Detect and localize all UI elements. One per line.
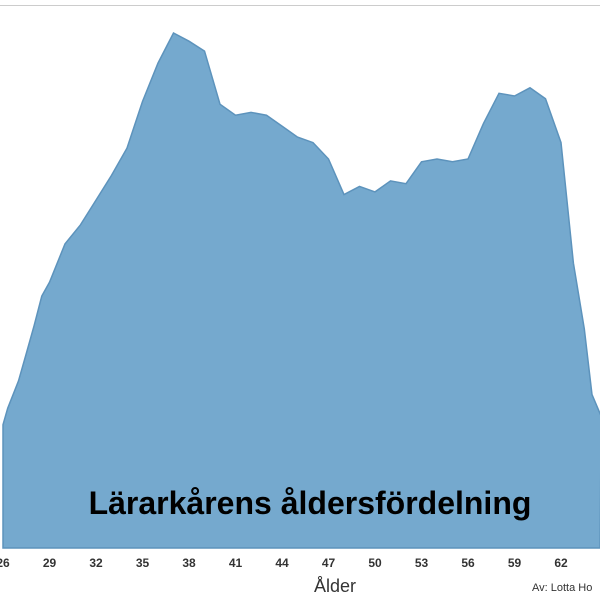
x-tick-label: 50 <box>368 556 382 570</box>
x-tick-label: 41 <box>229 556 243 570</box>
x-axis-ticks: 26 29 32 35 38 41 44 47 50 53 56 59 62 <box>0 556 568 570</box>
x-tick-label: 59 <box>508 556 522 570</box>
x-tick-label: 56 <box>461 556 475 570</box>
x-tick-label: 62 <box>554 556 568 570</box>
x-tick-label: 38 <box>182 556 196 570</box>
x-tick-label: 26 <box>0 556 10 570</box>
x-tick-label: 44 <box>275 556 289 570</box>
x-tick-label: 47 <box>322 556 336 570</box>
x-tick-label: 32 <box>89 556 103 570</box>
x-tick-label: 29 <box>43 556 57 570</box>
chart-title: Lärarkårens åldersfördelning <box>89 485 532 521</box>
x-axis-label: Ålder <box>314 576 356 596</box>
area-series <box>2 31 600 549</box>
x-tick-label: 35 <box>136 556 150 570</box>
author-credit: Av: Lotta Ho <box>532 582 592 594</box>
x-tick-label: 53 <box>415 556 429 570</box>
